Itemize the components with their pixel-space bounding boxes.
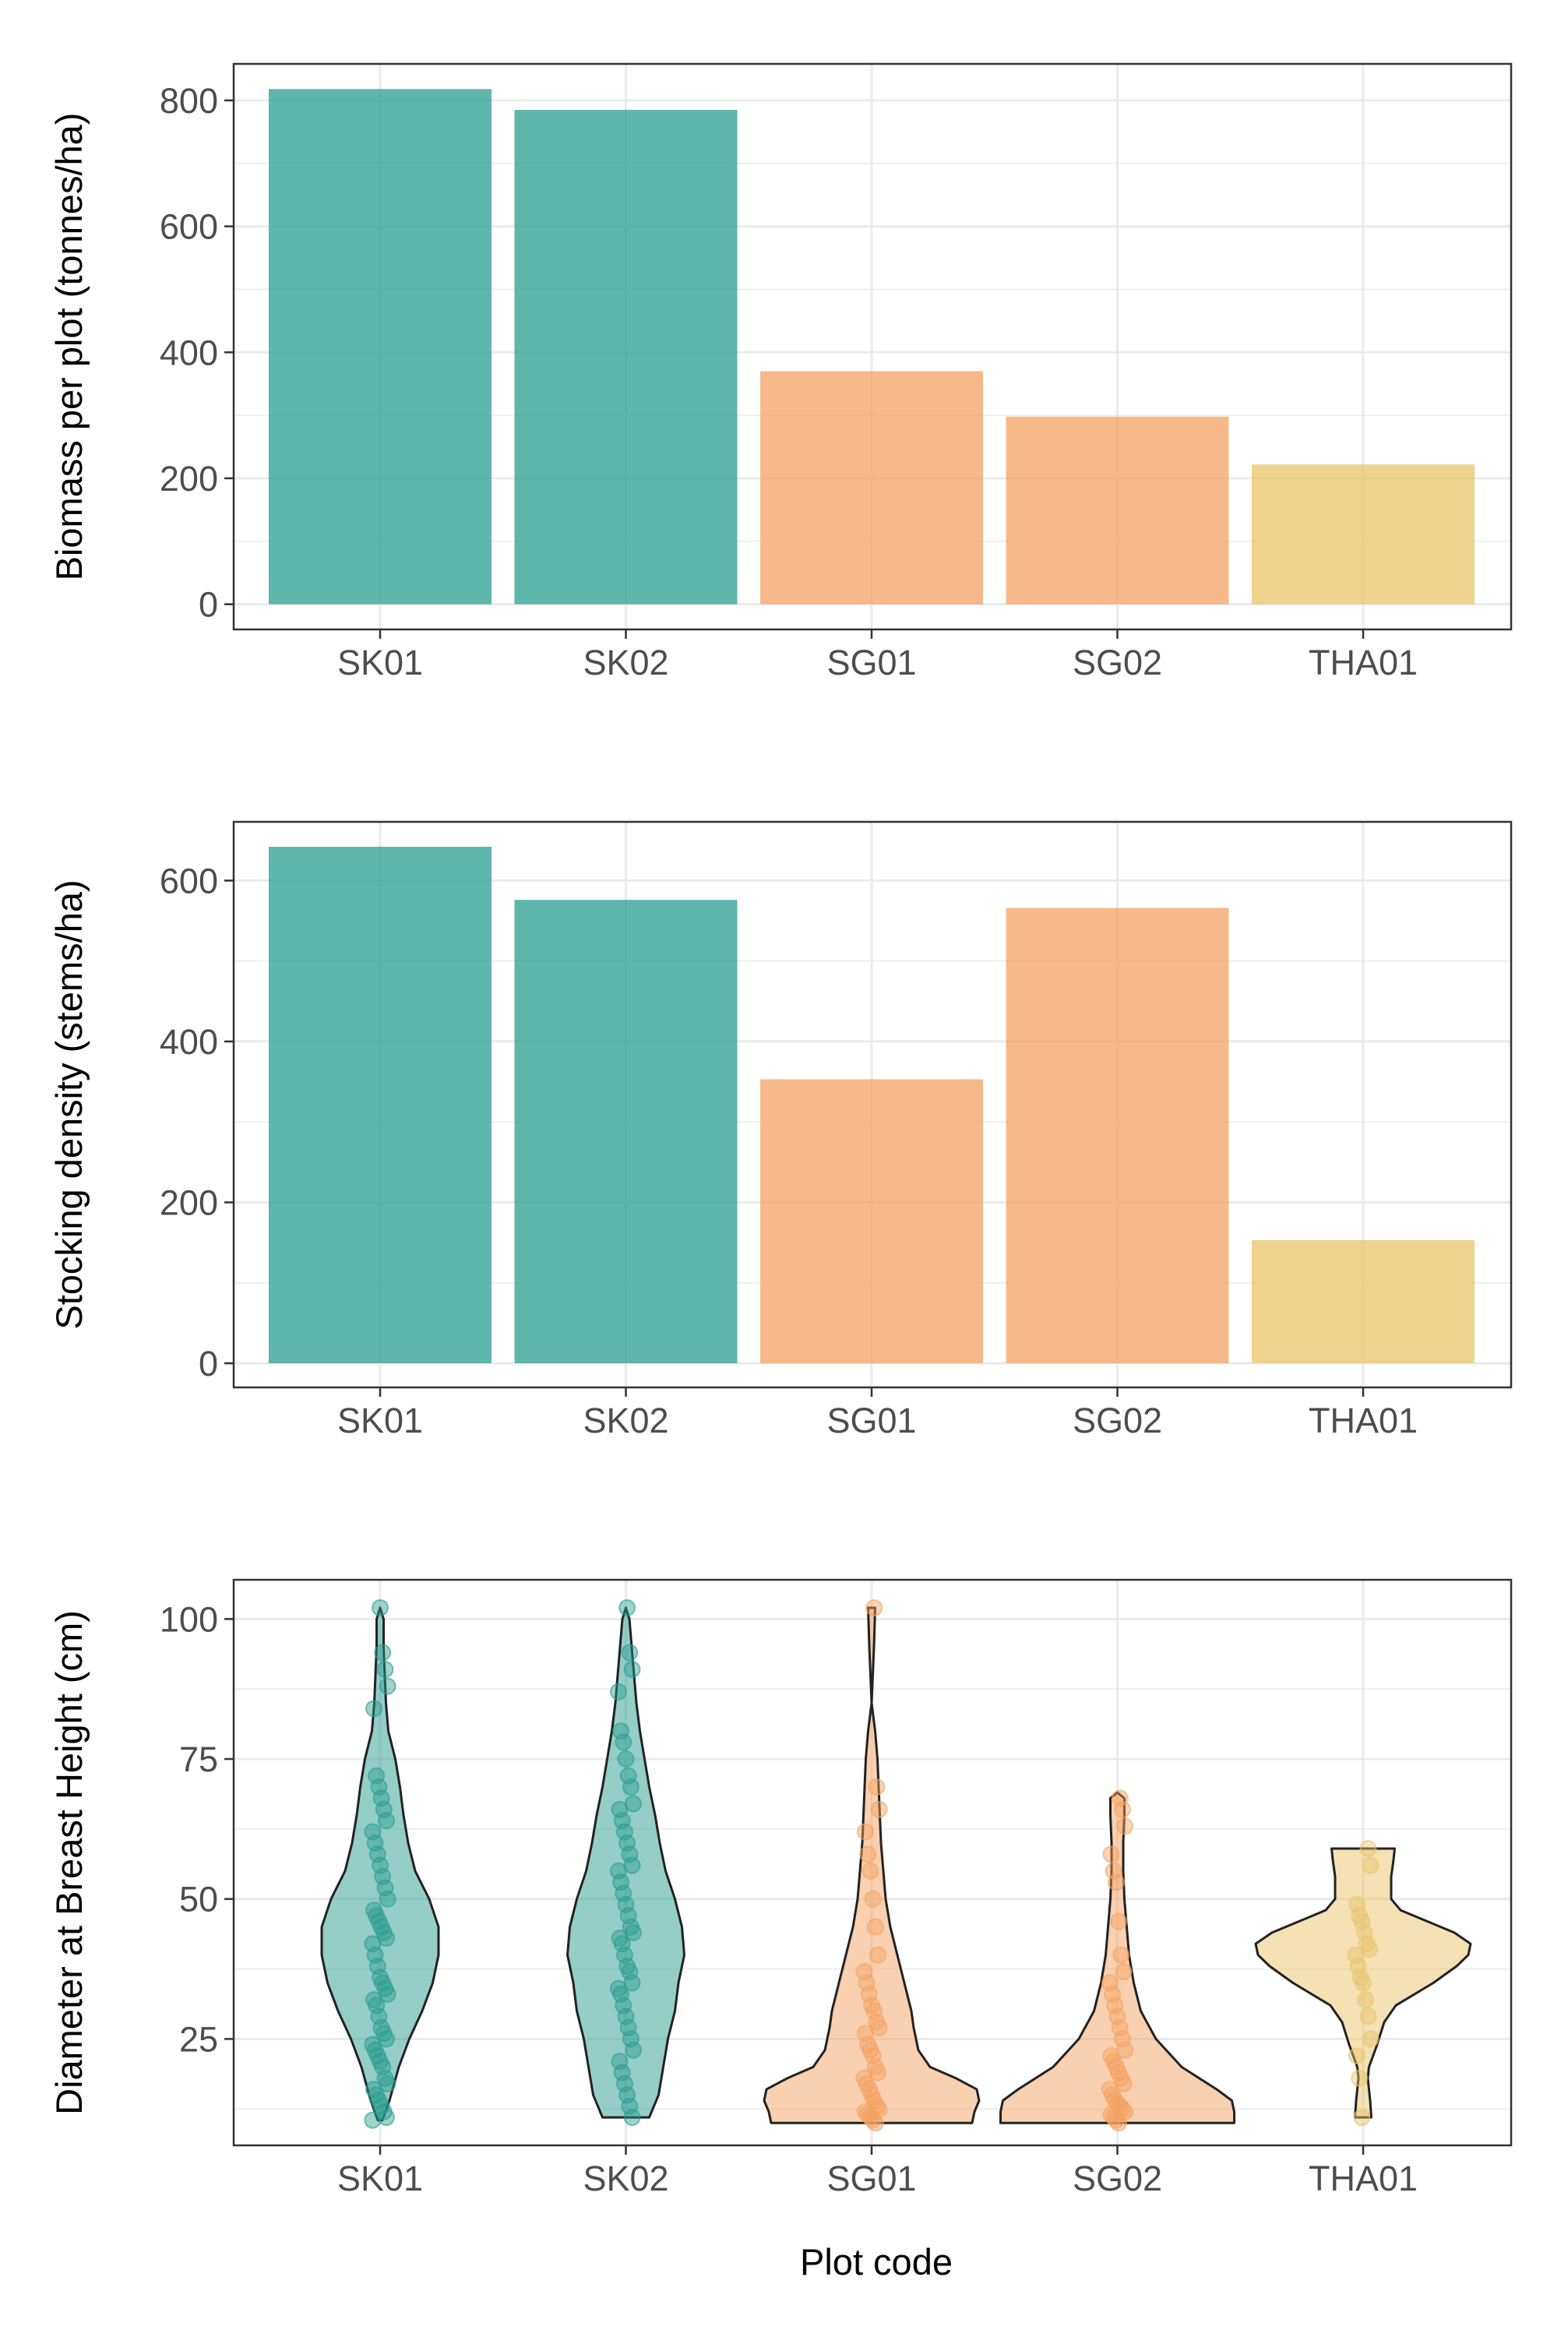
point-sk01: [364, 1823, 382, 1841]
point-sg01: [868, 1778, 886, 1796]
point-tha01: [1351, 2069, 1369, 2087]
point-sg02: [1102, 1845, 1120, 1863]
bar-sk01: [269, 847, 492, 1364]
dbh-violin-panel: 25 50 75 100 SK01 SK02 SG01 SG02 THA01 Diameter a…: [48, 1578, 1513, 2198]
point-sk02: [612, 1722, 630, 1740]
point-sg01: [869, 1946, 886, 1964]
point-sg01: [857, 1823, 874, 1841]
biomass-panel: 0 200 400 600 800 SK01 SK02 SG01 SG02 THA01 Biomas…: [48, 62, 1513, 682]
point-sk02: [625, 1795, 643, 1813]
point-tha01: [1348, 2046, 1365, 2064]
point-tha01: [1359, 2007, 1377, 2025]
point-sk02: [609, 1683, 627, 1701]
y-tick-label: 100: [160, 1599, 218, 1639]
x-tick-label-sk02: SK02: [583, 2159, 668, 2198]
x-tick-label-sk01: SK01: [337, 2159, 423, 2198]
point-tha01: [1362, 2030, 1379, 2048]
violin-sk02: [566, 1606, 685, 2119]
x-tick-label-sk01: SK01: [337, 1401, 423, 1440]
stocking-density-panel: 0 200 400 600 SK01 SK02 SG01 SG02 THA01 Stocking …: [48, 820, 1513, 1440]
x-tick-label-tha01: THA01: [1309, 2159, 1418, 2198]
bar-sg02: [1006, 416, 1229, 605]
point-sg02: [1115, 1963, 1133, 1981]
x-tick-label-sg01: SG01: [826, 643, 916, 682]
bar-tha01: [1252, 1240, 1475, 1364]
point-sg02: [1108, 2095, 1126, 2113]
y-tick-label: 600: [160, 207, 218, 247]
y-axis-title: Diameter at Breast Height (cm): [48, 1610, 90, 2115]
x-tick-label-sg02: SG02: [1073, 1401, 1162, 1440]
y-tick-label: 50: [179, 1880, 218, 1919]
y-tick-label: 0: [199, 1344, 218, 1384]
point-sk02: [619, 1767, 637, 1785]
point-sk01: [376, 1661, 394, 1679]
point-sg01: [870, 1800, 888, 1818]
y-axis-title: Biomass per plot (tonnes/ha): [48, 113, 90, 581]
y-tick-label: 75: [179, 1740, 218, 1779]
point-sk01: [368, 1767, 386, 1785]
bar-sk02: [514, 110, 738, 605]
point-sg02: [1112, 1946, 1130, 1964]
point-sk02: [623, 1661, 641, 1679]
point-tha01: [1353, 2109, 1371, 2127]
point-sk01: [365, 1902, 382, 1919]
x-tick-label-sg02: SG02: [1073, 643, 1162, 682]
violin-sk01: [320, 1606, 440, 2122]
point-sg01: [865, 1599, 883, 1616]
y-tick-label: 600: [160, 861, 218, 901]
x-tick-label-tha01: THA01: [1309, 643, 1418, 682]
point-sk01: [372, 1599, 389, 1616]
point-sg02: [1116, 1817, 1134, 1835]
point-tha01: [1357, 1991, 1375, 2009]
x-tick-label-sg01: SG01: [826, 1401, 916, 1440]
point-sg01: [862, 1862, 879, 1880]
x-tick-label-sk02: SK02: [583, 643, 668, 682]
bar-sg01: [760, 1079, 983, 1364]
point-sk02: [618, 1599, 636, 1616]
x-tick-label-tha01: THA01: [1309, 1401, 1418, 1440]
point-sg01: [855, 1963, 873, 1981]
y-tick-label: 400: [160, 333, 218, 372]
bar-sg01: [760, 371, 983, 605]
bar-sg02: [1006, 908, 1229, 1364]
point-tha01: [1362, 1856, 1379, 1874]
x-tick-label-sk01: SK01: [337, 643, 423, 682]
point-tha01: [1348, 1895, 1365, 1913]
point-sg02: [1101, 1974, 1119, 1992]
point-sk01: [374, 1644, 392, 1662]
point-sg01: [864, 1890, 882, 1908]
violin-sg02: [999, 1791, 1235, 2124]
x-tick-label-sg01: SG01: [826, 2159, 916, 2198]
point-sk01: [379, 1677, 396, 1695]
violin-sg01: [763, 1606, 981, 2124]
x-tick-label-sg02: SG02: [1073, 2159, 1162, 2198]
y-tick-label: 0: [199, 585, 218, 625]
x-tick-label-sk02: SK02: [583, 1401, 668, 1440]
y-tick-label: 400: [160, 1022, 218, 1062]
bar-tha01: [1252, 464, 1475, 605]
point-sg01: [859, 1845, 877, 1863]
y-axis-title: Stocking density (stems/ha): [48, 879, 90, 1329]
point-sg01: [870, 2100, 888, 2118]
y-tick-label: 800: [160, 81, 218, 121]
point-sg01: [866, 1918, 884, 1936]
point-sk01: [365, 1700, 382, 1718]
violin-tha01: [1254, 1847, 1472, 2119]
bar-sk01: [269, 89, 492, 605]
point-sk02: [621, 1644, 639, 1662]
point-sg02: [1105, 1862, 1122, 1880]
point-tha01: [1359, 1840, 1377, 1858]
point-sk01: [364, 2111, 382, 2129]
point-sk02: [617, 1750, 635, 1768]
x-axis-title: Plot code: [800, 2241, 953, 2282]
point-sg02: [1111, 1789, 1129, 1807]
y-tick-label: 25: [179, 2019, 218, 2059]
bar-sk02: [514, 900, 738, 1364]
point-sg02: [1110, 1912, 1128, 1930]
y-tick-label: 200: [160, 459, 218, 499]
y-tick-label: 200: [160, 1183, 218, 1222]
point-sk02: [611, 2053, 629, 2071]
